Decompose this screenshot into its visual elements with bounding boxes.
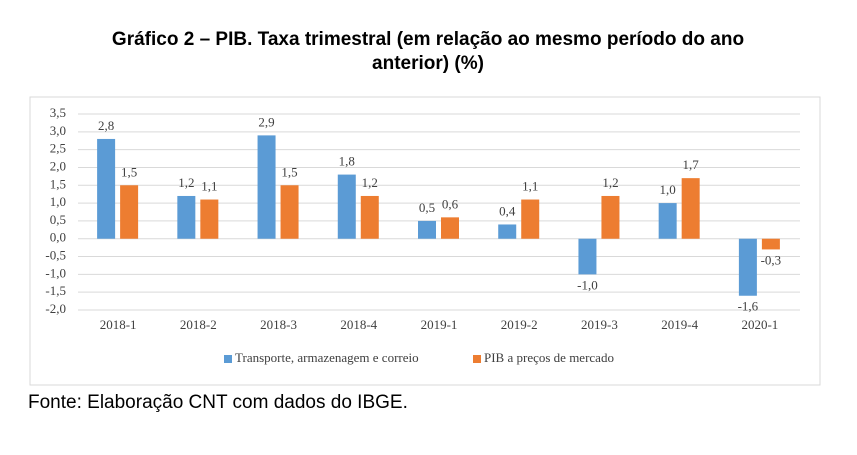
bar	[360, 195, 379, 239]
legend-label: PIB a preços de mercado	[484, 350, 614, 365]
bar	[97, 138, 116, 239]
data-label: 1,1	[201, 179, 217, 194]
y-tick-label: 3,0	[50, 123, 66, 138]
x-tick-label: 2019-2	[501, 317, 538, 332]
x-tick-label: 2018-1	[100, 317, 137, 332]
x-tick-label: 2019-3	[581, 317, 618, 332]
bar	[337, 174, 356, 239]
data-label: 1,2	[178, 175, 194, 190]
legend-swatch	[473, 355, 481, 363]
y-tick-label: -2,0	[45, 301, 66, 316]
data-label: 1,1	[522, 179, 538, 194]
bar	[257, 135, 276, 239]
y-tick-label: 2,5	[50, 141, 66, 156]
bar	[658, 203, 677, 239]
chart-title: Gráfico 2 – PIB. Taxa trimestral (em rel…	[112, 29, 744, 74]
bar	[498, 224, 517, 239]
data-label: 1,0	[660, 182, 676, 197]
x-tick-label: 2018-4	[340, 317, 377, 332]
x-tick-label: 2018-3	[260, 317, 297, 332]
data-label: -1,6	[738, 299, 759, 314]
y-tick-label: -1,0	[45, 265, 66, 280]
data-label: 2,9	[258, 114, 274, 129]
y-tick-label: 0,0	[50, 230, 66, 245]
bar	[681, 178, 700, 239]
data-label: -1,0	[577, 277, 598, 292]
x-tick-label: 2018-2	[180, 317, 217, 332]
data-label: 0,6	[442, 196, 459, 211]
data-label: 1,2	[602, 175, 618, 190]
data-label: 1,8	[339, 154, 355, 169]
chart-frame	[29, 96, 821, 386]
bar	[601, 195, 620, 239]
data-label: 0,5	[419, 200, 435, 215]
bar	[280, 185, 299, 239]
bar	[120, 185, 139, 239]
legend-swatch	[224, 355, 232, 363]
y-tick-label: 2,0	[50, 158, 66, 173]
y-tick-label: -1,5	[45, 283, 66, 298]
bar	[418, 220, 436, 239]
x-tick-label: 2019-1	[421, 317, 458, 332]
data-label: 0,4	[499, 203, 516, 218]
bar	[441, 217, 459, 239]
bar	[738, 238, 757, 296]
bar	[578, 238, 597, 275]
bar	[761, 238, 780, 250]
data-label: 1,5	[121, 164, 137, 179]
legend-label: Transporte, armazenagem e correio	[235, 350, 419, 365]
data-label: 1,5	[281, 164, 297, 179]
x-tick-label: 2020-1	[741, 317, 778, 332]
bar	[177, 195, 196, 239]
y-tick-label: 1,5	[50, 176, 66, 191]
data-label: 1,2	[362, 175, 378, 190]
source-note: Fonte: Elaboração CNT com dados do IBGE.	[28, 392, 408, 413]
x-tick-label: 2019-4	[661, 317, 698, 332]
data-label: 2,8	[98, 118, 114, 133]
y-tick-label: -0,5	[45, 248, 66, 263]
y-tick-label: 1,0	[50, 194, 66, 209]
data-label: -0,3	[761, 252, 782, 267]
y-tick-label: 3,5	[50, 105, 66, 120]
bar	[200, 199, 219, 239]
y-tick-label: 0,5	[50, 212, 66, 227]
data-label: 1,7	[683, 157, 700, 172]
bar	[521, 199, 540, 239]
